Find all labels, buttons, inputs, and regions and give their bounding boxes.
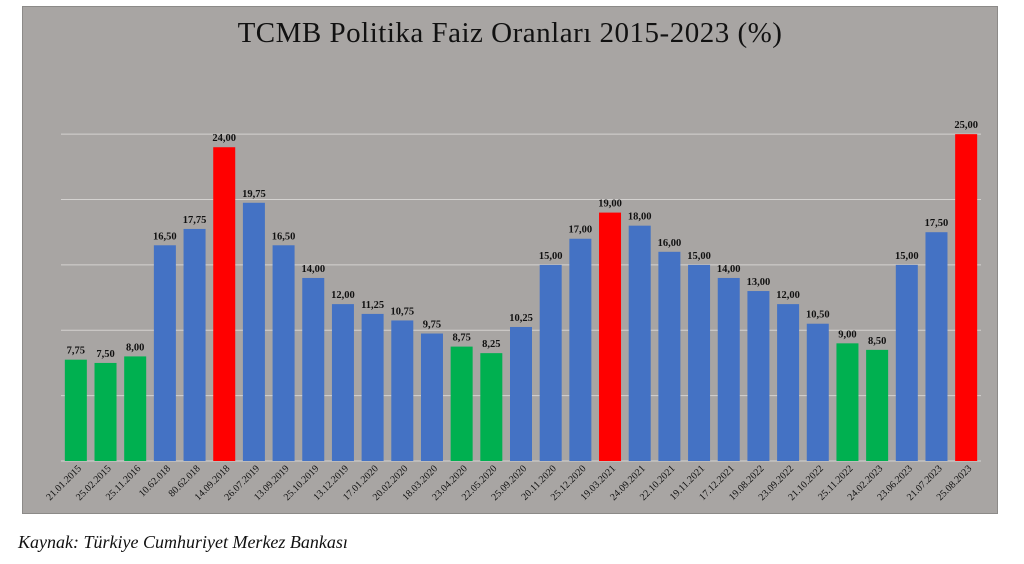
bar-20.11.2020	[539, 264, 562, 461]
bar-22.10.2021	[658, 251, 681, 461]
data-label: 7,50	[96, 349, 114, 360]
data-label: 17,00	[569, 225, 593, 236]
bar-18.03.2020	[420, 333, 443, 461]
bar-22.05.2020	[480, 353, 503, 461]
bar-25.08.2023	[955, 134, 978, 462]
data-label: 14,00	[301, 264, 325, 275]
bar-24.09.2021	[628, 225, 651, 461]
bar-21.10.2022	[806, 323, 829, 461]
data-label: 16,50	[272, 231, 296, 242]
data-label: 19,75	[242, 189, 266, 200]
bar-25.11.2022	[836, 343, 859, 461]
bar-13.12.2019	[331, 304, 354, 461]
bar-25.11.2016	[124, 356, 147, 461]
bar-19.11.2021	[688, 264, 711, 461]
bar-25.10.2019	[302, 277, 325, 461]
data-label: 13,00	[747, 277, 771, 288]
chart-frame: TCMB Politika Faiz Oranları 2015-2023 (%…	[22, 6, 998, 514]
data-label: 14,00	[717, 264, 741, 275]
bar-20.02.2020	[391, 320, 414, 461]
x-tick-label: 10.62.018	[137, 463, 173, 499]
data-label: 17,75	[183, 215, 207, 226]
bar-21.07.2023	[925, 232, 948, 461]
bar-19.08.2022	[747, 291, 770, 461]
bar-26.07.2019	[242, 202, 265, 461]
bar-23.09.2022	[777, 304, 800, 461]
bar-21.01.2015	[64, 359, 87, 461]
bar-19.03.2021	[599, 212, 622, 461]
data-label: 9,00	[838, 329, 856, 340]
source-caption: Kaynak: Türkiye Cumhuriyet Merkez Bankas…	[18, 532, 348, 552]
data-label: 9,75	[423, 320, 441, 331]
data-label: 16,00	[658, 238, 682, 249]
data-label: 17,50	[925, 218, 949, 229]
data-label: 19,00	[598, 199, 622, 210]
bar-25.09.2020	[510, 326, 532, 461]
bar-17.12.2021	[717, 277, 740, 461]
data-label: 10,50	[806, 310, 830, 321]
data-label: 15,00	[687, 251, 711, 262]
data-label: 16,50	[153, 231, 177, 242]
bar-25.12.2020	[569, 238, 592, 461]
bar-25.02.2015	[94, 362, 117, 461]
data-label: 11,25	[361, 300, 384, 311]
plot-area: 7,7521.01.20157,5025.02.20158,0025.11.20…	[44, 120, 981, 503]
bar-14.09.2018	[213, 147, 236, 461]
data-label: 25,00	[954, 120, 978, 131]
data-label: 8,75	[452, 333, 470, 344]
data-label: 8,50	[868, 336, 886, 347]
bar-17.01.2020	[361, 313, 384, 461]
data-label: 12,00	[331, 290, 355, 301]
bar-23.04.2020	[450, 346, 473, 461]
data-label: 15,00	[539, 251, 563, 262]
data-label: 24,00	[212, 133, 236, 144]
bar-10.62.018	[153, 245, 176, 461]
data-label: 8,00	[126, 342, 144, 353]
data-label: 7,75	[67, 346, 85, 357]
data-label: 8,25	[482, 339, 500, 350]
data-label: 10,25	[509, 313, 533, 324]
bar-23.06.2023	[895, 264, 918, 461]
data-label: 18,00	[628, 212, 652, 223]
bar-24.02.2023	[866, 349, 889, 461]
data-label: 10,75	[390, 306, 414, 317]
data-label: 15,00	[895, 251, 919, 262]
bar-13.09.2019	[272, 245, 295, 461]
bar-80.62.018	[183, 228, 206, 461]
chart-title: TCMB Politika Faiz Oranları 2015-2023 (%…	[237, 17, 783, 49]
data-label: 12,00	[776, 290, 800, 301]
